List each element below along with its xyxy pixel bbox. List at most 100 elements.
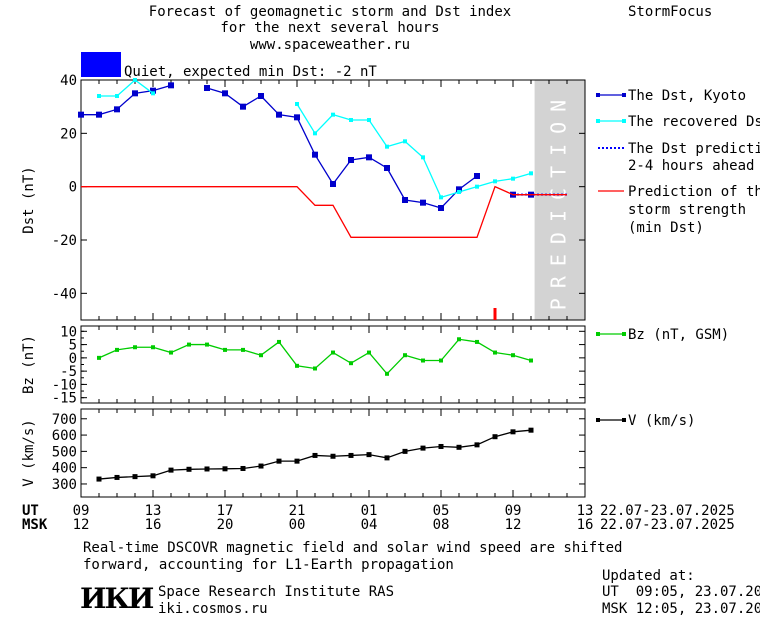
data-point	[276, 458, 282, 464]
data-point	[277, 339, 281, 344]
updated-label: Updated at:	[602, 568, 695, 584]
data-point	[114, 106, 120, 113]
data-point	[276, 111, 282, 118]
y-tick-label: 600	[52, 428, 77, 444]
y-tick-label: 10	[60, 324, 77, 340]
ut-tick-label: 21	[288, 503, 306, 519]
data-point	[366, 154, 372, 161]
data-point	[438, 205, 444, 211]
data-point	[330, 453, 336, 459]
status-label: Quiet, expected min Dst: -2 nT	[124, 64, 377, 80]
data-point	[169, 350, 173, 355]
data-point	[132, 474, 138, 480]
data-point	[115, 94, 119, 98]
msk-tick-label: 12	[504, 517, 522, 533]
data-point	[511, 353, 515, 358]
y-axis-label: Bz (nT)	[21, 335, 37, 394]
data-point	[403, 353, 407, 358]
prediction-band-label: PREDICTION	[546, 90, 570, 310]
data-point	[367, 118, 371, 122]
legend-storm-1: Prediction of the	[628, 184, 760, 200]
data-point	[312, 452, 318, 458]
site-url[interactable]: www.spaceweather.ru	[249, 37, 411, 53]
legend-marker	[596, 418, 600, 422]
legend-marker	[596, 119, 600, 123]
data-point	[349, 118, 353, 122]
data-point	[493, 179, 497, 184]
y-axis-label: Dst (nT)	[21, 166, 37, 233]
y-tick-label: 300	[52, 477, 77, 493]
data-point	[367, 350, 371, 355]
y-tick-label: 5	[69, 338, 77, 354]
legend-marker	[622, 332, 626, 336]
legend-prediction-1: The Dst prediction	[628, 141, 760, 157]
data-point	[385, 371, 389, 376]
data-point	[421, 155, 425, 160]
msk-tick-label: 20	[216, 517, 234, 533]
data-point	[528, 427, 534, 433]
data-point	[402, 448, 408, 454]
institute-url[interactable]: iki.cosmos.ru	[158, 601, 268, 617]
legend-storm-2: storm strength	[628, 202, 746, 218]
data-point	[420, 199, 426, 206]
data-point	[438, 443, 444, 449]
data-point	[151, 345, 155, 350]
legend-recovered: The recovered Dst	[628, 114, 760, 130]
chart-panel-dst-nt: 40 20 0 -20 -40 Dst (nT)	[21, 73, 586, 321]
ut-tick-label: 09	[504, 503, 522, 519]
prediction-band	[534, 80, 585, 320]
iki-logo: ИКИ	[80, 582, 154, 615]
brand-name: StormFocus	[628, 4, 713, 20]
y-tick-label: -5	[60, 364, 77, 380]
legend-marker	[622, 119, 626, 123]
data-point	[150, 87, 156, 94]
data-point	[475, 184, 479, 189]
msk-tick-label: 08	[432, 517, 450, 533]
ut-tick-label: 13	[576, 503, 594, 519]
legend-marker	[596, 93, 600, 97]
data-point	[348, 452, 354, 458]
data-point	[115, 347, 119, 352]
data-point	[313, 131, 317, 136]
data-point	[259, 353, 263, 358]
data-point	[222, 466, 228, 472]
date-range-msk: 22.07-23.07.2025	[600, 517, 735, 533]
series-line	[81, 185, 567, 238]
data-point	[150, 473, 156, 479]
legend-marker	[622, 93, 626, 97]
data-point	[294, 114, 300, 121]
msk-tick-label: 16	[576, 517, 594, 533]
legend-marker	[596, 332, 600, 336]
data-point	[349, 361, 353, 366]
data-point	[96, 111, 102, 118]
data-point	[204, 85, 210, 91]
y-tick-label: 500	[52, 444, 77, 460]
data-point	[204, 466, 210, 472]
data-point	[510, 429, 516, 435]
ut-tick-label: 05	[432, 503, 450, 519]
series-v-km-s	[96, 427, 534, 482]
data-point	[151, 91, 155, 96]
data-point	[258, 463, 264, 469]
data-point	[384, 455, 390, 461]
institute-name: Space Research Institute RAS	[158, 584, 395, 600]
y-tick-label: -40	[52, 286, 77, 302]
ut-axis-label: UT	[22, 503, 39, 519]
data-point	[331, 112, 335, 117]
data-point	[96, 476, 102, 482]
legend-prediction-2: 2-4 hours ahead	[628, 158, 754, 174]
data-point	[258, 93, 264, 99]
series-line	[81, 84, 172, 116]
chart-title-line2: for the next several hours	[220, 20, 440, 36]
data-point	[456, 186, 462, 193]
data-point	[222, 90, 228, 97]
msk-tick-label: 16	[144, 517, 162, 533]
legend-marker	[622, 418, 626, 422]
data-point	[384, 165, 390, 171]
data-point	[421, 358, 425, 363]
series-line	[99, 79, 154, 97]
y-tick-label: -10	[52, 377, 77, 393]
